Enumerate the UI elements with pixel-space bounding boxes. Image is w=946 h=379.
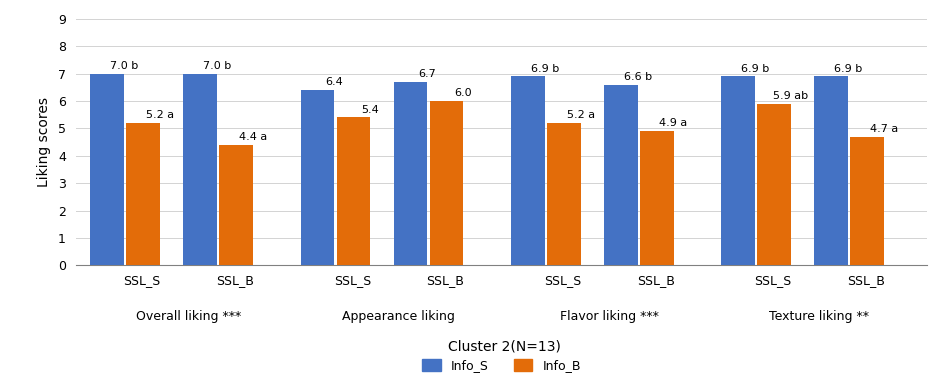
Text: Texture liking **: Texture liking ** [769,310,869,323]
Text: 5.4: 5.4 [361,105,379,115]
Bar [721,77,755,265]
Text: 6.4: 6.4 [325,77,343,88]
Bar [127,123,160,265]
Text: 6.9 b: 6.9 b [531,64,559,74]
Bar [757,104,791,265]
Text: 5.2 a: 5.2 a [567,110,595,120]
Bar [337,117,371,265]
Bar [639,131,674,265]
Bar [511,77,545,265]
Bar [604,85,638,265]
Text: 6.7: 6.7 [418,69,436,79]
Bar [219,145,254,265]
Text: Overall liking ***: Overall liking *** [136,310,241,323]
Text: 4.4 a: 4.4 a [239,132,268,142]
Bar [301,90,335,265]
Bar [850,137,884,265]
Text: 5.2 a: 5.2 a [146,110,174,120]
Text: 7.0 b: 7.0 b [203,61,232,71]
Legend: Info_S, Info_B: Info_S, Info_B [417,354,586,377]
Bar [184,74,218,265]
Text: 5.9 ab: 5.9 ab [773,91,809,101]
Text: 6.9 b: 6.9 b [741,64,769,74]
Text: 7.0 b: 7.0 b [110,61,138,71]
Bar [394,82,428,265]
Text: 6.9 b: 6.9 b [833,64,862,74]
Bar [815,77,848,265]
Bar [547,123,581,265]
Bar [429,101,464,265]
Y-axis label: Liking scores: Liking scores [37,97,51,187]
Bar [91,74,124,265]
Text: 4.7 a: 4.7 a [869,124,898,134]
Text: 4.9 a: 4.9 a [659,119,688,128]
Text: Flavor liking ***: Flavor liking *** [560,310,658,323]
Text: 6.6 b: 6.6 b [623,72,652,82]
Text: Appearance liking: Appearance liking [342,310,455,323]
Text: Cluster 2(N=13): Cluster 2(N=13) [447,339,560,353]
Text: 6.0: 6.0 [454,88,472,98]
